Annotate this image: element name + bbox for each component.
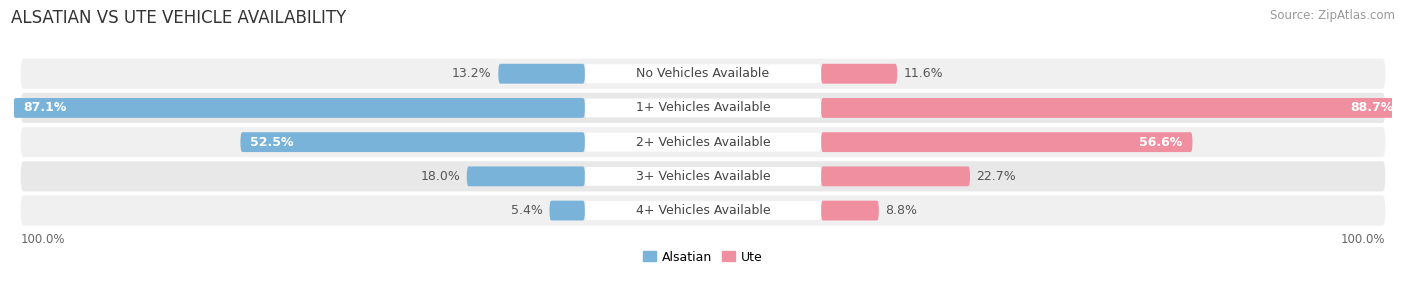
Legend: Alsatian, Ute: Alsatian, Ute [638, 246, 768, 269]
FancyBboxPatch shape [14, 98, 585, 118]
Text: 13.2%: 13.2% [453, 67, 492, 80]
FancyBboxPatch shape [550, 201, 585, 221]
FancyBboxPatch shape [585, 64, 821, 83]
Text: 100.0%: 100.0% [1341, 233, 1385, 246]
Text: 56.6%: 56.6% [1139, 136, 1182, 149]
Text: 88.7%: 88.7% [1350, 102, 1393, 114]
Text: Source: ZipAtlas.com: Source: ZipAtlas.com [1270, 9, 1395, 21]
FancyBboxPatch shape [21, 93, 1385, 123]
Text: 87.1%: 87.1% [24, 102, 66, 114]
Text: 22.7%: 22.7% [977, 170, 1017, 183]
FancyBboxPatch shape [821, 64, 897, 84]
Text: 2+ Vehicles Available: 2+ Vehicles Available [636, 136, 770, 149]
FancyBboxPatch shape [21, 59, 1385, 89]
Text: 5.4%: 5.4% [510, 204, 543, 217]
FancyBboxPatch shape [585, 201, 821, 220]
Text: 3+ Vehicles Available: 3+ Vehicles Available [636, 170, 770, 183]
FancyBboxPatch shape [240, 132, 585, 152]
FancyBboxPatch shape [21, 161, 1385, 191]
Text: 4+ Vehicles Available: 4+ Vehicles Available [636, 204, 770, 217]
Text: 8.8%: 8.8% [886, 204, 917, 217]
FancyBboxPatch shape [21, 196, 1385, 226]
Text: 18.0%: 18.0% [420, 170, 460, 183]
FancyBboxPatch shape [821, 201, 879, 221]
FancyBboxPatch shape [821, 132, 1192, 152]
FancyBboxPatch shape [821, 98, 1403, 118]
Text: 52.5%: 52.5% [250, 136, 294, 149]
Text: 100.0%: 100.0% [21, 233, 65, 246]
FancyBboxPatch shape [467, 166, 585, 186]
FancyBboxPatch shape [21, 127, 1385, 157]
Text: 1+ Vehicles Available: 1+ Vehicles Available [636, 102, 770, 114]
Text: No Vehicles Available: No Vehicles Available [637, 67, 769, 80]
FancyBboxPatch shape [585, 133, 821, 152]
FancyBboxPatch shape [498, 64, 585, 84]
Text: ALSATIAN VS UTE VEHICLE AVAILABILITY: ALSATIAN VS UTE VEHICLE AVAILABILITY [11, 9, 346, 27]
FancyBboxPatch shape [821, 166, 970, 186]
Text: 11.6%: 11.6% [904, 67, 943, 80]
FancyBboxPatch shape [585, 98, 821, 117]
FancyBboxPatch shape [585, 167, 821, 186]
